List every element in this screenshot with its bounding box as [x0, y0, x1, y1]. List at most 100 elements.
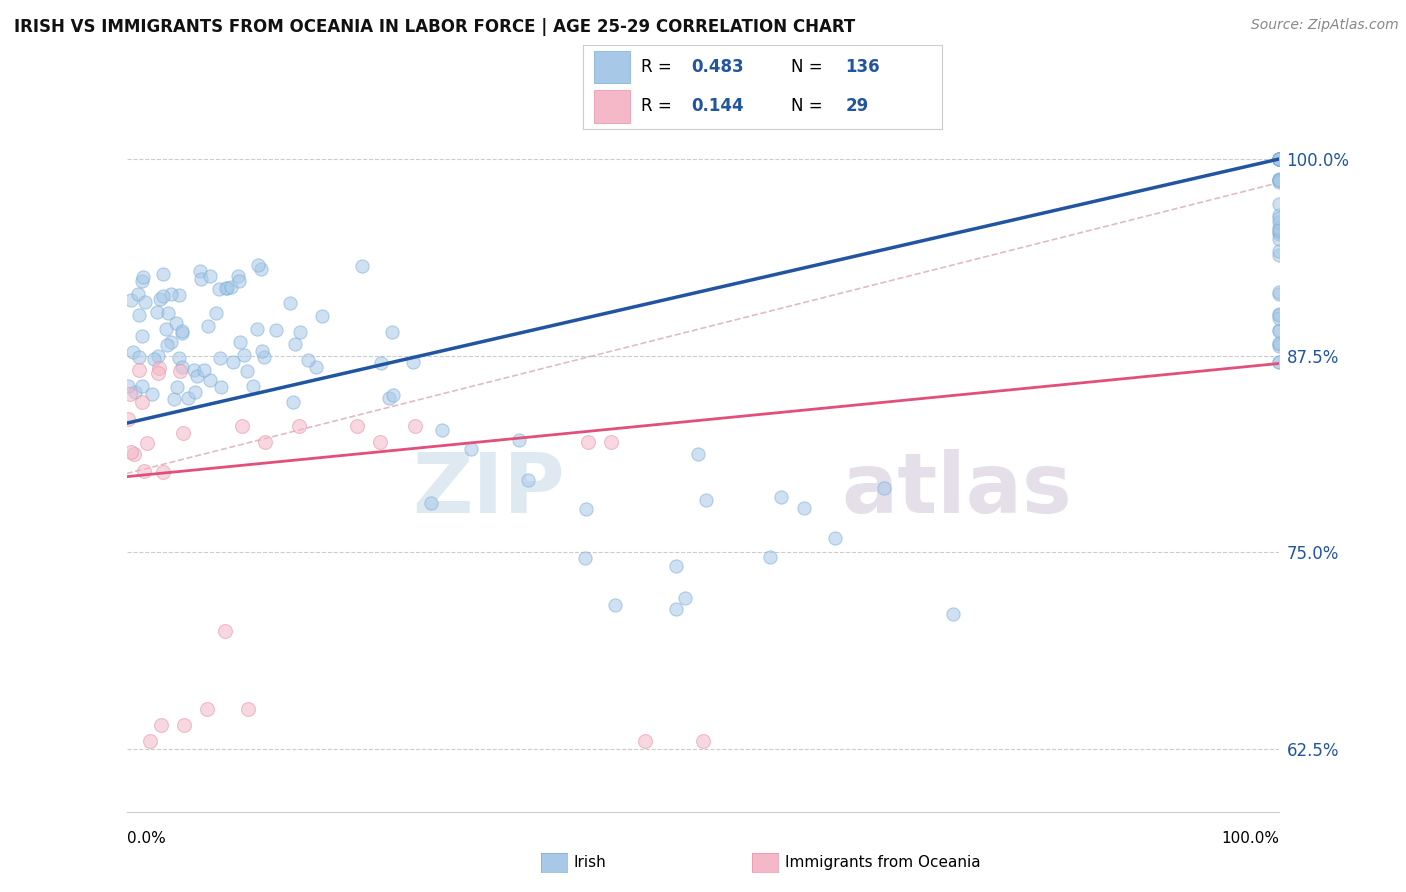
Point	[381, 326, 404, 340]
Point	[131, 379, 153, 393]
Text: R =: R =	[641, 59, 676, 77]
Point	[1268, 173, 1291, 187]
Point	[172, 360, 194, 375]
Point	[1268, 152, 1291, 166]
Point	[404, 419, 426, 434]
Point	[247, 258, 270, 272]
Point	[134, 294, 156, 309]
Point	[214, 624, 236, 638]
Point	[352, 260, 374, 274]
Point	[183, 363, 205, 377]
Point	[1268, 225, 1291, 239]
Point	[238, 702, 260, 716]
Point	[120, 387, 142, 401]
Point	[222, 355, 245, 369]
Point	[695, 493, 717, 508]
Point	[284, 336, 307, 351]
Point	[402, 355, 425, 369]
Point	[1268, 152, 1291, 166]
Point	[146, 305, 169, 319]
Point	[1268, 152, 1291, 166]
Point	[576, 435, 599, 450]
Point	[517, 473, 540, 487]
Point	[183, 384, 205, 399]
Point	[759, 550, 782, 565]
Point	[198, 268, 221, 283]
Point	[1268, 248, 1291, 262]
Point	[136, 435, 159, 450]
Point	[1268, 211, 1291, 225]
Point	[155, 322, 177, 336]
Point	[1268, 287, 1291, 301]
Point	[665, 559, 688, 574]
Text: ZIP: ZIP	[412, 450, 565, 531]
Point	[242, 378, 264, 392]
Point	[131, 329, 153, 343]
Point	[266, 323, 288, 337]
Point	[141, 386, 163, 401]
Point	[186, 369, 208, 384]
Text: N =: N =	[792, 59, 828, 77]
FancyBboxPatch shape	[595, 90, 630, 122]
Point	[288, 419, 311, 434]
Text: 0.0%: 0.0%	[127, 831, 166, 846]
Point	[157, 306, 180, 320]
Point	[1268, 339, 1291, 353]
Point	[288, 325, 311, 339]
Point	[122, 447, 145, 461]
Point	[150, 718, 173, 732]
Point	[132, 270, 155, 285]
Point	[1268, 152, 1291, 166]
Point	[131, 274, 153, 288]
Point	[253, 435, 276, 450]
Point	[1268, 197, 1291, 211]
Point	[156, 337, 179, 351]
Point	[1268, 215, 1291, 229]
Point	[1268, 208, 1291, 222]
Point	[152, 465, 174, 479]
Point	[132, 464, 155, 478]
Point	[1268, 232, 1291, 246]
Point	[127, 286, 149, 301]
Point	[152, 289, 174, 303]
Point	[215, 281, 238, 295]
Point	[1268, 223, 1291, 237]
Point	[221, 280, 243, 294]
Point	[131, 395, 153, 409]
FancyBboxPatch shape	[595, 51, 630, 83]
Point	[117, 379, 139, 393]
Point	[172, 326, 194, 340]
Point	[117, 412, 139, 426]
Point	[1268, 337, 1291, 351]
Text: Immigrants from Oceania: Immigrants from Oceania	[785, 855, 980, 870]
Point	[128, 350, 150, 364]
Point	[170, 324, 193, 338]
Point	[1268, 220, 1291, 235]
Point	[167, 351, 190, 366]
Point	[686, 447, 709, 461]
Point	[1268, 324, 1291, 338]
Text: 29: 29	[845, 97, 869, 115]
Point	[149, 293, 172, 307]
Point	[163, 392, 186, 406]
Point	[236, 364, 259, 378]
Point	[1268, 152, 1291, 166]
Point	[575, 502, 598, 516]
Point	[253, 350, 276, 364]
Point	[228, 274, 250, 288]
Point	[665, 602, 688, 616]
Point	[770, 490, 793, 504]
Point	[146, 349, 169, 363]
Point	[603, 598, 626, 612]
Point	[190, 272, 212, 286]
Point	[673, 591, 696, 605]
Point	[460, 442, 482, 456]
Text: IRISH VS IMMIGRANTS FROM OCEANIA IN LABOR FORCE | AGE 25-29 CORRELATION CHART: IRISH VS IMMIGRANTS FROM OCEANIA IN LABO…	[14, 18, 855, 36]
Point	[793, 501, 815, 516]
Point	[143, 351, 166, 366]
Text: N =: N =	[792, 97, 828, 115]
Point	[138, 734, 160, 748]
Point	[1268, 227, 1291, 241]
Point	[177, 392, 200, 406]
Text: 0.483: 0.483	[692, 59, 744, 77]
